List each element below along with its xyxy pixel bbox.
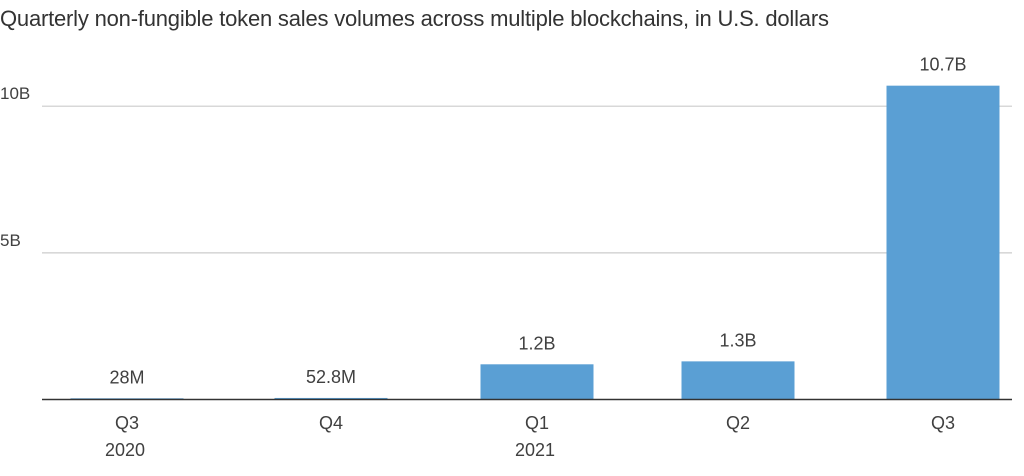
data-label: 28M	[109, 367, 144, 387]
data-label: 1.3B	[719, 330, 756, 350]
x-tick-label: Q3	[115, 413, 139, 433]
chart-title: Quarterly non-fungible token sales volum…	[0, 6, 829, 31]
x-year-label: 2020	[105, 440, 145, 460]
y-tick-label: 10B	[0, 84, 30, 103]
bar	[681, 361, 795, 400]
x-tick-label: Q3	[931, 413, 955, 433]
y-tick-label: 5B	[0, 231, 21, 250]
bar	[274, 397, 388, 400]
x-tick-label: Q4	[319, 413, 343, 433]
x-year-label: 2021	[515, 440, 555, 460]
data-label: 1.2B	[518, 333, 555, 353]
bar	[480, 364, 594, 400]
bar	[886, 85, 1000, 400]
labels: 5B 10B 28M 52.8M 1.2B 1.3B 10.7B Q3 2020 Q4 Q1 2021…	[0, 55, 967, 460]
gridlines	[42, 105, 1012, 254]
data-label: 10.7B	[919, 55, 966, 75]
x-tick-label: Q1	[525, 413, 549, 433]
x-tick-label: Q2	[726, 413, 750, 433]
data-label: 52.8M	[306, 367, 356, 387]
